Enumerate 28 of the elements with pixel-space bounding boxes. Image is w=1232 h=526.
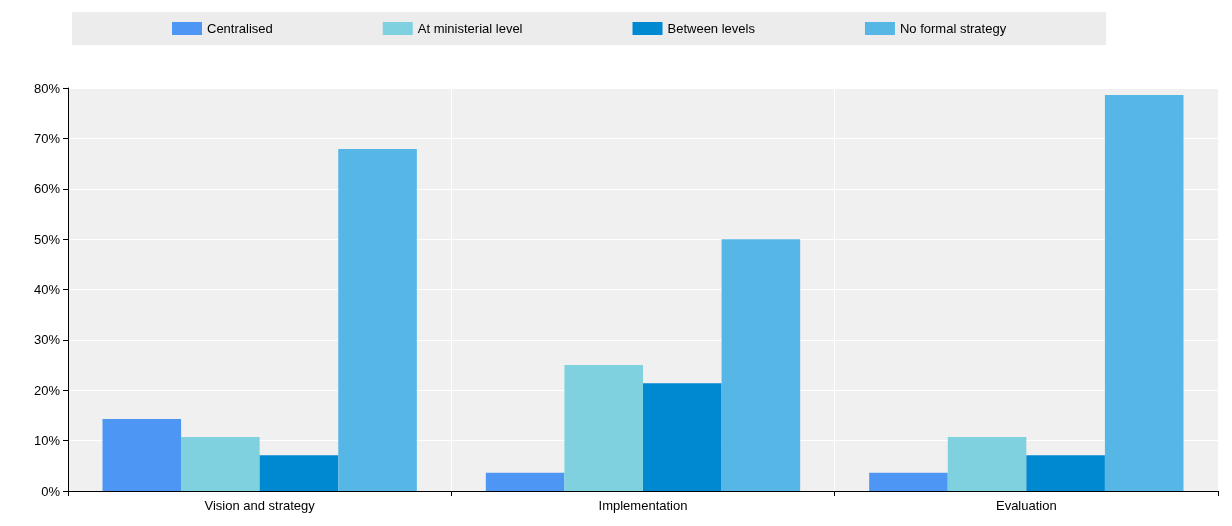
y-tick-label: 60% bbox=[33, 181, 61, 197]
y-tick-label: 40% bbox=[33, 282, 61, 297]
y-tick-label: 20% bbox=[33, 382, 61, 398]
legend-label: Centralised bbox=[207, 21, 273, 36]
bar bbox=[1104, 95, 1184, 491]
bar bbox=[259, 455, 339, 491]
bar bbox=[181, 437, 260, 491]
y-tick-label: 10% bbox=[33, 433, 61, 449]
y-tick-label: 80% bbox=[33, 80, 61, 96]
bar bbox=[564, 365, 643, 491]
x-tick-label: Evaluation bbox=[995, 498, 1057, 513]
legend-label: No formal strategy bbox=[899, 21, 1007, 36]
legend-label: Between levels bbox=[667, 21, 756, 36]
x-tick-label: Implementation bbox=[598, 498, 688, 513]
bar bbox=[947, 437, 1027, 491]
bar bbox=[1026, 455, 1105, 491]
y-tick-label: 50% bbox=[33, 231, 61, 247]
y-tick-label: 30% bbox=[33, 332, 61, 348]
y-tick-label: 0% bbox=[41, 483, 61, 499]
bar bbox=[869, 472, 948, 491]
bar bbox=[643, 383, 722, 491]
bar bbox=[102, 418, 182, 491]
bar bbox=[338, 148, 417, 491]
legend-label: At ministerial level bbox=[417, 21, 523, 36]
x-tick-label: Vision and strategy bbox=[204, 498, 316, 513]
y-tick-label: 70% bbox=[33, 130, 61, 146]
bar bbox=[485, 472, 565, 491]
bar bbox=[721, 239, 801, 491]
